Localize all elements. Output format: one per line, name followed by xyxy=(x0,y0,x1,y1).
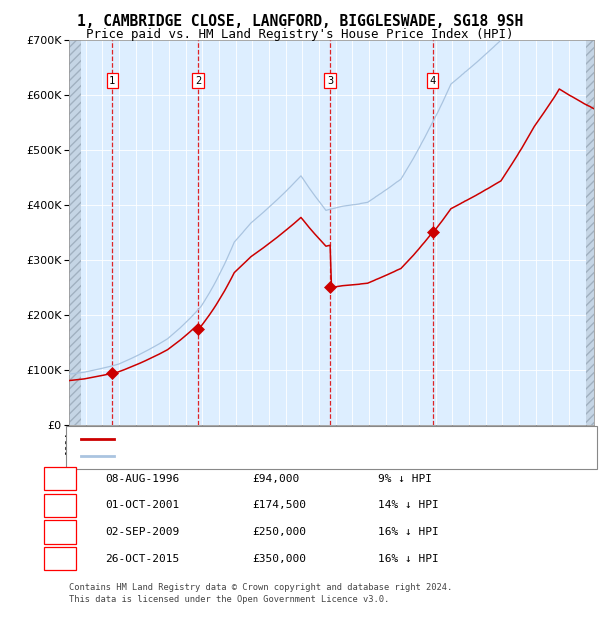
Text: 3: 3 xyxy=(327,76,333,86)
Text: 4: 4 xyxy=(56,554,64,564)
Text: 2: 2 xyxy=(195,76,201,86)
Text: 16% ↓ HPI: 16% ↓ HPI xyxy=(378,527,439,537)
Text: Price paid vs. HM Land Registry's House Price Index (HPI): Price paid vs. HM Land Registry's House … xyxy=(86,28,514,41)
Text: HPI: Average price, detached house, Central Bedfordshire: HPI: Average price, detached house, Cent… xyxy=(120,451,442,460)
Text: Contains HM Land Registry data © Crown copyright and database right 2024.: Contains HM Land Registry data © Crown c… xyxy=(69,583,452,592)
Text: 16% ↓ HPI: 16% ↓ HPI xyxy=(378,554,439,564)
Text: £250,000: £250,000 xyxy=(252,527,306,537)
Text: 1: 1 xyxy=(56,474,64,484)
Text: This data is licensed under the Open Government Licence v3.0.: This data is licensed under the Open Gov… xyxy=(69,595,389,604)
Text: 14% ↓ HPI: 14% ↓ HPI xyxy=(378,500,439,510)
Text: 2: 2 xyxy=(56,500,64,510)
Text: 02-SEP-2009: 02-SEP-2009 xyxy=(105,527,179,537)
Text: 4: 4 xyxy=(430,76,436,86)
Text: 1, CAMBRIDGE CLOSE, LANGFORD, BIGGLESWADE, SG18 9SH: 1, CAMBRIDGE CLOSE, LANGFORD, BIGGLESWAD… xyxy=(77,14,523,29)
Bar xyxy=(69,40,80,425)
Text: 3: 3 xyxy=(56,527,64,537)
Text: £174,500: £174,500 xyxy=(252,500,306,510)
Text: £350,000: £350,000 xyxy=(252,554,306,564)
Text: £94,000: £94,000 xyxy=(252,474,299,484)
Text: 1, CAMBRIDGE CLOSE, LANGFORD, BIGGLESWADE, SG18 9SH (detached house): 1, CAMBRIDGE CLOSE, LANGFORD, BIGGLESWAD… xyxy=(120,435,511,444)
Text: 08-AUG-1996: 08-AUG-1996 xyxy=(105,474,179,484)
Bar xyxy=(586,40,594,425)
Text: 1: 1 xyxy=(109,76,115,86)
Text: 9% ↓ HPI: 9% ↓ HPI xyxy=(378,474,432,484)
Text: 01-OCT-2001: 01-OCT-2001 xyxy=(105,500,179,510)
Text: 26-OCT-2015: 26-OCT-2015 xyxy=(105,554,179,564)
